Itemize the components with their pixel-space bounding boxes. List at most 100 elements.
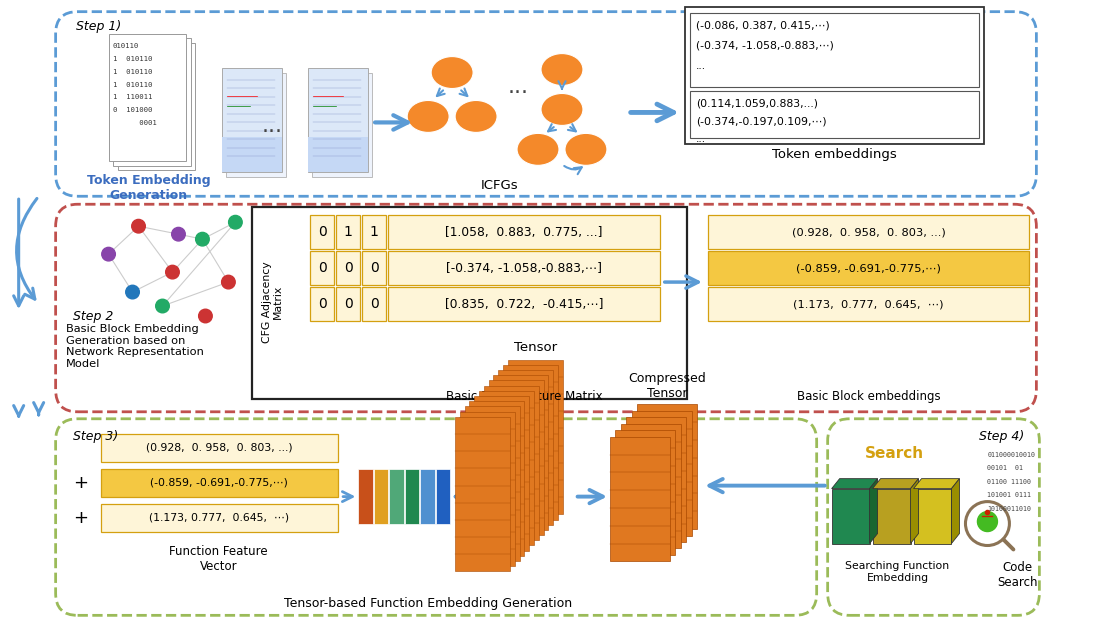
Text: (-0.374, -1.058,-0.883,⋯): (-0.374, -1.058,-0.883,⋯) <box>696 41 834 51</box>
FancyBboxPatch shape <box>222 138 283 172</box>
FancyBboxPatch shape <box>475 396 529 551</box>
FancyBboxPatch shape <box>310 215 334 249</box>
Text: Token embeddings: Token embeddings <box>773 148 897 162</box>
FancyBboxPatch shape <box>227 72 286 178</box>
FancyBboxPatch shape <box>336 215 361 249</box>
FancyBboxPatch shape <box>101 469 339 496</box>
Text: Basic Block Embedding
Generation based on
Network Representation
Model: Basic Block Embedding Generation based o… <box>66 324 204 369</box>
Text: (0.928,  0. 958,  0. 803, ...): (0.928, 0. 958, 0. 803, ...) <box>146 443 293 453</box>
FancyBboxPatch shape <box>627 417 686 542</box>
FancyBboxPatch shape <box>493 375 548 530</box>
Text: 0: 0 <box>344 297 353 311</box>
FancyBboxPatch shape <box>435 469 450 524</box>
Text: Code
Search: Code Search <box>997 562 1038 590</box>
FancyBboxPatch shape <box>109 34 186 161</box>
FancyBboxPatch shape <box>336 251 361 285</box>
Text: (1.173, 0.777,  0.645,  ⋯): (1.173, 0.777, 0.645, ⋯) <box>149 512 289 522</box>
FancyBboxPatch shape <box>252 207 687 399</box>
FancyBboxPatch shape <box>872 489 911 543</box>
FancyBboxPatch shape <box>460 411 515 566</box>
FancyBboxPatch shape <box>101 434 339 462</box>
Text: [-0.374, -1.058,-0.883,⋯]: [-0.374, -1.058,-0.883,⋯] <box>446 262 602 275</box>
Polygon shape <box>872 479 918 489</box>
FancyBboxPatch shape <box>113 38 191 166</box>
Ellipse shape <box>564 133 607 165</box>
Text: Step 2: Step 2 <box>72 310 113 323</box>
Text: [1.058,  0.883,  0.775, ...]: [1.058, 0.883, 0.775, ...] <box>445 226 603 238</box>
Polygon shape <box>832 479 878 489</box>
Text: ...: ... <box>262 117 283 136</box>
Text: 0: 0 <box>318 225 327 239</box>
FancyBboxPatch shape <box>616 430 675 555</box>
Text: Compressed
Tensor: Compressed Tensor <box>628 372 706 400</box>
Polygon shape <box>911 479 918 543</box>
Text: Tensor: Tensor <box>514 340 557 354</box>
Text: 011000010010: 011000010010 <box>987 451 1036 458</box>
Text: Searching Function
Embedding: Searching Function Embedding <box>845 562 949 583</box>
Text: 0: 0 <box>318 297 327 311</box>
Circle shape <box>196 233 209 246</box>
Text: 1: 1 <box>369 225 378 239</box>
FancyBboxPatch shape <box>632 411 692 536</box>
Ellipse shape <box>431 56 473 89</box>
FancyBboxPatch shape <box>465 406 520 561</box>
FancyBboxPatch shape <box>914 489 951 543</box>
Text: +: + <box>73 474 88 491</box>
FancyBboxPatch shape <box>336 287 361 321</box>
FancyBboxPatch shape <box>404 469 419 524</box>
Text: 0001: 0001 <box>113 120 157 126</box>
FancyBboxPatch shape <box>388 287 660 321</box>
Text: (1.173,  0.777,  0.645,  ⋯): (1.173, 0.777, 0.645, ⋯) <box>794 299 944 309</box>
FancyBboxPatch shape <box>312 72 373 178</box>
FancyBboxPatch shape <box>499 370 553 525</box>
Text: +: + <box>73 508 88 527</box>
FancyBboxPatch shape <box>638 404 697 529</box>
Text: 10100011010: 10100011010 <box>987 505 1031 512</box>
FancyBboxPatch shape <box>483 385 539 540</box>
Text: [0.835,  0.722,  -0.415,⋯]: [0.835, 0.722, -0.415,⋯] <box>445 297 603 311</box>
Circle shape <box>229 216 242 229</box>
Text: 0  101000: 0 101000 <box>113 107 152 113</box>
FancyArrowPatch shape <box>564 166 582 174</box>
Ellipse shape <box>541 54 583 86</box>
Circle shape <box>978 512 997 531</box>
FancyBboxPatch shape <box>222 68 283 172</box>
Circle shape <box>198 309 213 323</box>
Text: 01100 11100: 01100 11100 <box>987 479 1031 484</box>
Text: 0: 0 <box>344 261 353 275</box>
Circle shape <box>102 247 115 261</box>
FancyBboxPatch shape <box>308 138 368 172</box>
Text: (-0.859, -0.691,-0.775,⋯): (-0.859, -0.691,-0.775,⋯) <box>796 263 941 273</box>
FancyBboxPatch shape <box>374 469 388 524</box>
Text: ...: ... <box>507 77 528 96</box>
FancyBboxPatch shape <box>708 215 1029 249</box>
Text: Step 4): Step 4) <box>979 430 1025 443</box>
FancyBboxPatch shape <box>685 7 984 145</box>
Text: 1: 1 <box>344 225 353 239</box>
Text: Basic Block embeddings: Basic Block embeddings <box>797 390 940 403</box>
FancyBboxPatch shape <box>310 251 334 285</box>
Text: Token Embedding
Generation: Token Embedding Generation <box>87 174 210 202</box>
Text: 0: 0 <box>369 297 378 311</box>
Text: (-0.374,-0.197,0.109,⋯): (-0.374,-0.197,0.109,⋯) <box>696 117 826 126</box>
FancyBboxPatch shape <box>507 359 562 514</box>
FancyBboxPatch shape <box>388 215 660 249</box>
Ellipse shape <box>408 100 449 133</box>
FancyBboxPatch shape <box>455 417 510 571</box>
Text: ICFGs: ICFGs <box>481 179 518 192</box>
Text: ...: ... <box>696 134 706 145</box>
FancyBboxPatch shape <box>469 401 524 556</box>
Text: 0: 0 <box>318 261 327 275</box>
Circle shape <box>126 285 139 299</box>
Polygon shape <box>869 479 878 543</box>
Text: Basic Block Feature Matrix: Basic Block Feature Matrix <box>446 390 603 403</box>
FancyBboxPatch shape <box>503 365 558 519</box>
FancyBboxPatch shape <box>310 287 334 321</box>
Circle shape <box>221 275 236 289</box>
Polygon shape <box>951 479 959 543</box>
FancyBboxPatch shape <box>832 489 869 543</box>
Text: 010110: 010110 <box>113 42 139 49</box>
Text: 1  110011: 1 110011 <box>113 94 152 100</box>
Ellipse shape <box>517 133 559 165</box>
Text: (-0.859, -0.691,-0.775,⋯): (-0.859, -0.691,-0.775,⋯) <box>150 477 288 488</box>
